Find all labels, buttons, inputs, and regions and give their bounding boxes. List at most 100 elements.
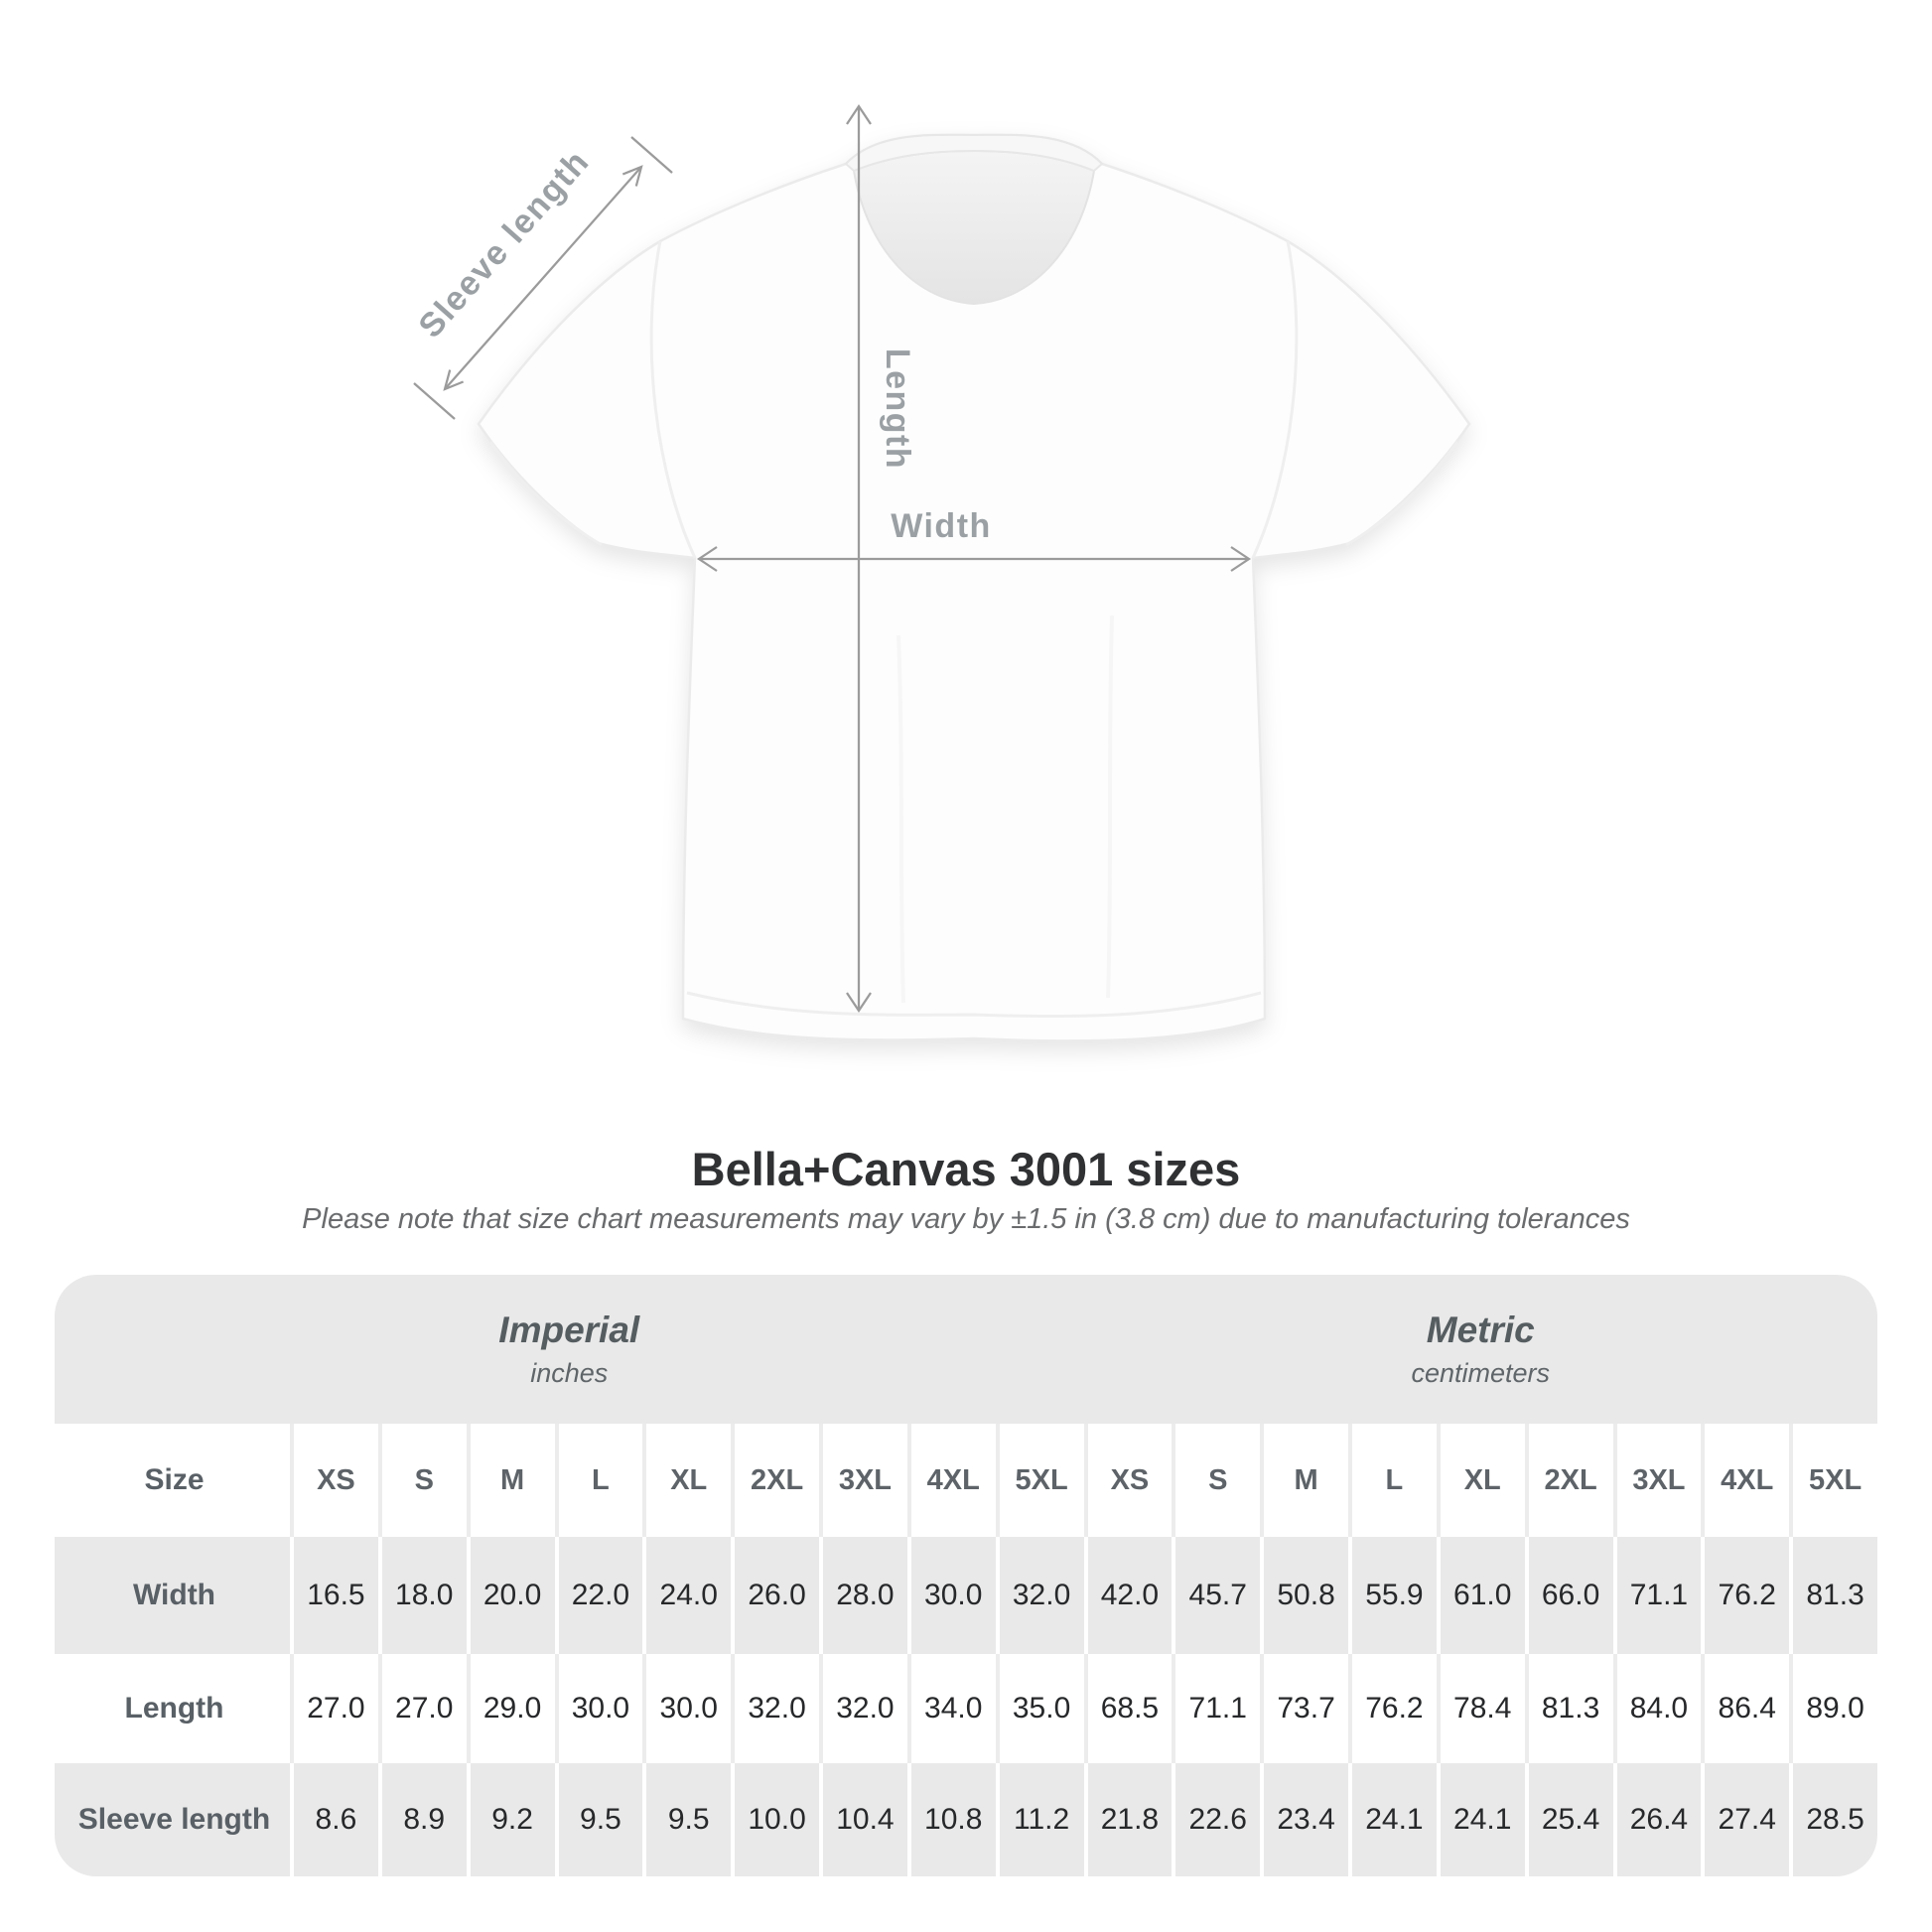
cell-imperial-l-sleeve-length: 9.5 [554, 1763, 643, 1876]
cell-metric-m-sleeve-length: 23.4 [1260, 1763, 1348, 1876]
cell-metric-m-width: 50.8 [1260, 1537, 1348, 1654]
cell-imperial-m-sleeve-length: 9.2 [466, 1763, 555, 1876]
cell-imperial-s-sleeve-length: 8.9 [377, 1763, 467, 1876]
group-metric-unit: centimeters [1411, 1358, 1551, 1388]
cell-metric-l-sleeve-length: 24.1 [1348, 1763, 1437, 1876]
left-cuff-seam [488, 441, 603, 547]
cell-imperial-4xl-length: 34.0 [906, 1654, 996, 1763]
table-group-header: Imperial inches Metric centimeters [55, 1275, 1877, 1424]
wrinkle-line [1106, 615, 1114, 999]
page-title: Bella+Canvas 3001 sizes [691, 1143, 1241, 1195]
row-label: Sleeve length [77, 1803, 271, 1836]
tshirt-body [477, 133, 1471, 1042]
size-column-header: Size [144, 1463, 205, 1496]
page-subtitle: Please note that size chart measurements… [302, 1203, 1630, 1235]
size-header-metric-2xl: 2XL [1524, 1424, 1613, 1537]
cell-imperial-l-width: 22.0 [554, 1537, 643, 1654]
cell-metric-4xl-length: 86.4 [1701, 1654, 1789, 1763]
cell-metric-3xl-width: 71.1 [1612, 1537, 1702, 1654]
cell-metric-2xl-width: 66.0 [1524, 1537, 1613, 1654]
table-body: Width 16.5 18.0 20.0 22.0 24.0 26.0 28.0 30.0 32.… [55, 1537, 1877, 1876]
size-header-metric-3xl: 3XL [1612, 1424, 1702, 1537]
cell-metric-s-sleeve-length: 22.6 [1172, 1763, 1260, 1876]
cell-metric-xs-sleeve-length: 21.8 [1083, 1763, 1173, 1876]
size-header-metric-5xl: 5XL [1789, 1424, 1877, 1537]
group-imperial-unit: inches [530, 1358, 609, 1388]
cell-imperial-xl-width: 24.0 [642, 1537, 731, 1654]
collar-band [844, 133, 1104, 173]
size-header-imperial-2xl: 2XL [731, 1424, 819, 1537]
size-header-metric-l: L [1348, 1424, 1437, 1537]
size-header-metric-s: S [1172, 1424, 1260, 1537]
cell-metric-5xl-sleeve-length: 28.5 [1789, 1763, 1877, 1876]
cell-imperial-5xl-width: 32.0 [995, 1537, 1084, 1654]
cell-imperial-m-width: 20.0 [466, 1537, 555, 1654]
cell-metric-5xl-width: 81.3 [1789, 1537, 1877, 1654]
right-armhole-seam [1251, 240, 1299, 559]
size-table: Imperial inches Metric centimeters Size X… [55, 1275, 1877, 1876]
cell-metric-l-width: 55.9 [1348, 1537, 1437, 1654]
size-header-row: Size XS S M L XL 2XL 3XL 4XL 5XL XS S M L XL 2XL 3XL 4XL 5… [55, 1424, 1877, 1537]
cell-imperial-s-length: 27.0 [377, 1654, 467, 1763]
cell-metric-4xl-width: 76.2 [1701, 1537, 1789, 1654]
sleeve-length-arrow [413, 136, 673, 420]
cell-imperial-s-width: 18.0 [377, 1537, 467, 1654]
cell-imperial-2xl-length: 32.0 [731, 1654, 819, 1763]
cell-metric-xl-sleeve-length: 24.1 [1436, 1763, 1525, 1876]
size-header-imperial-xs: XS [290, 1424, 378, 1537]
group-imperial-label: Imperial [498, 1310, 640, 1350]
cell-imperial-xs-width: 16.5 [290, 1537, 378, 1654]
width-arrow [696, 546, 1252, 572]
table-row-sleeve-length: Sleeve length 8.6 8.9 9.2 9.5 9.5 10.0 10.4 10.8… [55, 1763, 1877, 1876]
size-header-imperial-xl: XL [642, 1424, 731, 1537]
cell-metric-s-length: 71.1 [1172, 1654, 1260, 1763]
size-header-metric-m: M [1260, 1424, 1348, 1537]
cell-imperial-2xl-sleeve-length: 10.0 [731, 1763, 819, 1876]
size-header-imperial-m: M [466, 1424, 555, 1537]
cell-metric-2xl-sleeve-length: 25.4 [1524, 1763, 1613, 1876]
group-metric: Metric centimeters [1084, 1275, 1878, 1424]
cell-metric-5xl-length: 89.0 [1789, 1654, 1877, 1763]
cell-metric-4xl-sleeve-length: 27.4 [1701, 1763, 1789, 1876]
size-header-imperial-l: L [554, 1424, 643, 1537]
cell-imperial-5xl-sleeve-length: 11.2 [995, 1763, 1084, 1876]
wrinkle-line [897, 634, 905, 1004]
cell-metric-xs-length: 68.5 [1083, 1654, 1173, 1763]
table-row-width: Width 16.5 18.0 20.0 22.0 24.0 26.0 28.0 30.0 32.… [55, 1537, 1877, 1654]
width-label: Width [891, 507, 992, 545]
cell-imperial-xs-length: 27.0 [290, 1654, 378, 1763]
cell-imperial-3xl-sleeve-length: 10.4 [819, 1763, 907, 1876]
size-header-metric-xl: XL [1436, 1424, 1525, 1537]
cell-metric-s-width: 45.7 [1172, 1537, 1260, 1654]
cell-metric-3xl-sleeve-length: 26.4 [1612, 1763, 1702, 1876]
cell-imperial-4xl-sleeve-length: 10.8 [906, 1763, 996, 1876]
cell-imperial-xl-length: 30.0 [642, 1654, 731, 1763]
group-metric-label: Metric [1426, 1310, 1535, 1350]
cell-imperial-3xl-width: 28.0 [819, 1537, 907, 1654]
cell-imperial-m-length: 29.0 [466, 1654, 555, 1763]
size-header-metric-4xl: 4XL [1701, 1424, 1789, 1537]
cell-metric-xl-length: 78.4 [1436, 1654, 1525, 1763]
size-header-metric-xs: XS [1083, 1424, 1173, 1537]
row-label: Width [132, 1579, 216, 1611]
size-header-imperial-3xl: 3XL [819, 1424, 907, 1537]
row-label: Length [124, 1692, 224, 1725]
size-header-imperial-4xl: 4XL [906, 1424, 996, 1537]
tshirt-diagram: Sleeve length Length Width [411, 103, 1471, 1042]
size-header-imperial-s: S [377, 1424, 467, 1537]
tshirt-graphic [477, 133, 1471, 1042]
cell-metric-xl-width: 61.0 [1436, 1537, 1525, 1654]
size-header-imperial-5xl: 5XL [995, 1424, 1084, 1537]
cell-imperial-xl-sleeve-length: 9.5 [642, 1763, 731, 1876]
hem-seam [686, 991, 1262, 1019]
left-armhole-seam [649, 240, 697, 559]
length-label: Length [879, 348, 916, 470]
cell-metric-xs-width: 42.0 [1083, 1537, 1173, 1654]
cell-imperial-l-length: 30.0 [554, 1654, 643, 1763]
cell-imperial-2xl-width: 26.0 [731, 1537, 819, 1654]
right-cuff-seam [1345, 441, 1459, 547]
cell-metric-2xl-length: 81.3 [1524, 1654, 1613, 1763]
table-row-length: Length 27.0 27.0 29.0 30.0 30.0 32.0 32.0 34.0 35… [55, 1654, 1877, 1763]
cell-imperial-3xl-length: 32.0 [819, 1654, 907, 1763]
group-imperial: Imperial inches [55, 1275, 1084, 1424]
